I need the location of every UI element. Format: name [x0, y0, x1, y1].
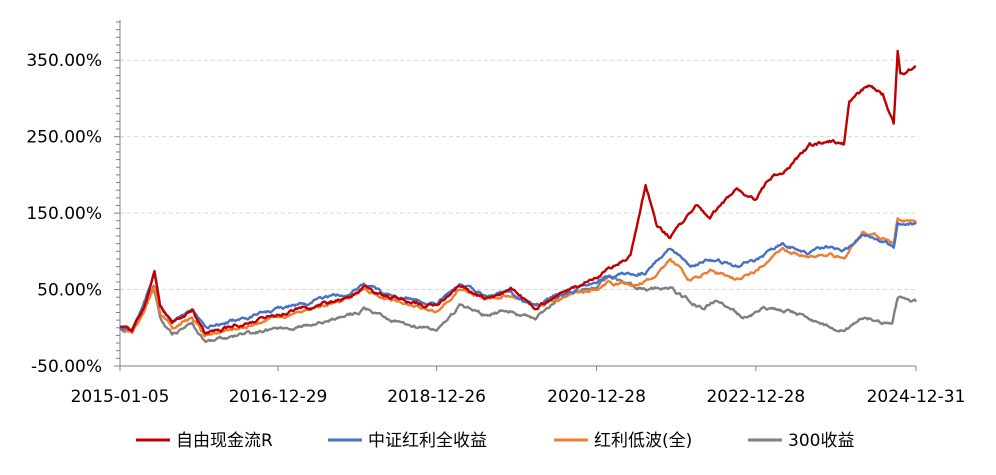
series-line-1: [119, 221, 917, 332]
series-line-3: [119, 275, 918, 344]
series-lines: [119, 49, 918, 344]
legend-label: 中证红利全收益: [368, 431, 487, 451]
y-tick-label: 50.00%: [37, 281, 102, 301]
legend: 自由现金流R 中证红利全收益 红利低波(全) 300收益: [136, 431, 854, 451]
y-tick-label: 250.00%: [26, 128, 102, 148]
y-tick-label: 350.00%: [26, 51, 102, 71]
legend-label: 300收益: [788, 431, 854, 451]
x-tick-label: 2015-01-05: [71, 387, 170, 407]
y-axis: 350.00% 250.00% 150.00% 50.00% -50.00%: [26, 20, 121, 377]
y-tick-label: -50.00%: [31, 357, 102, 377]
x-tick-label: 2016-12-29: [229, 387, 328, 407]
x-tick-label: 2020-12-28: [547, 387, 646, 407]
x-tick-label: 2018-12-26: [387, 387, 486, 407]
x-axis: 2015-01-05 2016-12-29 2018-12-26 2020-12-28…: [71, 365, 966, 407]
x-tick-label: 2024-12-31: [867, 387, 966, 407]
legend-label: 红利低波(全): [594, 431, 692, 451]
y-tick-label: 150.00%: [26, 204, 102, 224]
legend-label: 自由现金流R: [176, 431, 273, 451]
x-tick-label: 2022-12-28: [706, 387, 805, 407]
series-line-0: [119, 49, 917, 335]
